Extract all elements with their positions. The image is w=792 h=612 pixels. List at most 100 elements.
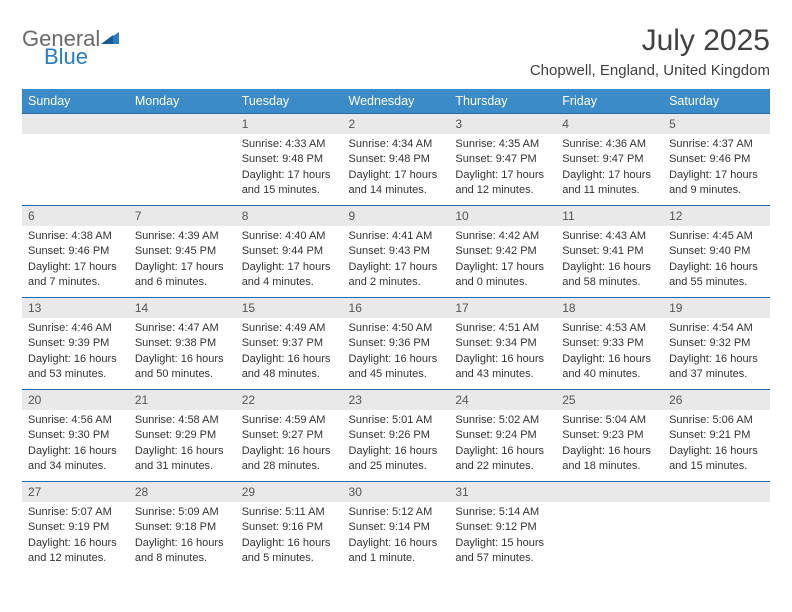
weekday-header: Monday xyxy=(129,89,236,114)
sunset-value: 9:40 PM xyxy=(709,245,750,257)
daylight-line: Daylight: 17 hours and 6 minutes. xyxy=(135,260,230,290)
calendar-cell: 6Sunrise: 4:38 AMSunset: 9:46 PMDaylight… xyxy=(22,206,129,298)
sunrise-line: Sunrise: 4:35 AM xyxy=(455,137,550,152)
day-details: Sunrise: 4:49 AMSunset: 9:37 PMDaylight:… xyxy=(236,318,343,386)
sunrise-value: 4:46 AM xyxy=(71,322,111,334)
day-number: 30 xyxy=(343,482,450,502)
weekday-header: Friday xyxy=(556,89,663,114)
sunset-line: Sunset: 9:38 PM xyxy=(135,336,230,351)
sunrise-value: 4:54 AM xyxy=(712,322,752,334)
calendar-cell: 20Sunrise: 4:56 AMSunset: 9:30 PMDayligh… xyxy=(22,390,129,482)
calendar-cell: 9Sunrise: 4:41 AMSunset: 9:43 PMDaylight… xyxy=(343,206,450,298)
day-number: 25 xyxy=(556,390,663,410)
weekday-header: Wednesday xyxy=(343,89,450,114)
daylight-label: Daylight: xyxy=(28,537,71,549)
calendar-cell: 7Sunrise: 4:39 AMSunset: 9:45 PMDaylight… xyxy=(129,206,236,298)
sunrise-line: Sunrise: 4:34 AM xyxy=(349,137,444,152)
sunrise-value: 4:47 AM xyxy=(178,322,218,334)
calendar-cell: 26Sunrise: 5:06 AMSunset: 9:21 PMDayligh… xyxy=(663,390,770,482)
daylight-label: Daylight: xyxy=(242,537,285,549)
sunset-line: Sunset: 9:46 PM xyxy=(669,152,764,167)
sunset-label: Sunset: xyxy=(135,521,172,533)
daylight-label: Daylight: xyxy=(455,445,498,457)
daylight-line: Daylight: 16 hours and 53 minutes. xyxy=(28,352,123,382)
sunrise-line: Sunrise: 4:43 AM xyxy=(562,229,657,244)
daylight-label: Daylight: xyxy=(28,445,71,457)
day-details: Sunrise: 4:41 AMSunset: 9:43 PMDaylight:… xyxy=(343,226,450,294)
day-number: 18 xyxy=(556,298,663,318)
sunset-label: Sunset: xyxy=(562,245,599,257)
daylight-line: Daylight: 16 hours and 50 minutes. xyxy=(135,352,230,382)
day-number: 23 xyxy=(343,390,450,410)
sunrise-line: Sunrise: 4:59 AM xyxy=(242,413,337,428)
sunset-value: 9:23 PM xyxy=(603,429,644,441)
sunrise-value: 4:45 AM xyxy=(712,230,752,242)
sunset-label: Sunset: xyxy=(135,245,172,257)
sunrise-value: 5:14 AM xyxy=(499,506,539,518)
calendar-cell: 28Sunrise: 5:09 AMSunset: 9:18 PMDayligh… xyxy=(129,482,236,574)
daylight-line: Daylight: 17 hours and 15 minutes. xyxy=(242,168,337,198)
day-number: 29 xyxy=(236,482,343,502)
day-number-empty xyxy=(22,114,129,134)
weekday-header: Sunday xyxy=(22,89,129,114)
daylight-label: Daylight: xyxy=(242,445,285,457)
sunset-line: Sunset: 9:48 PM xyxy=(349,152,444,167)
sunset-label: Sunset: xyxy=(562,337,599,349)
weekday-header: Tuesday xyxy=(236,89,343,114)
sunrise-label: Sunrise: xyxy=(455,138,495,150)
sunrise-label: Sunrise: xyxy=(28,230,68,242)
daylight-label: Daylight: xyxy=(669,261,712,273)
daylight-label: Daylight: xyxy=(28,353,71,365)
sunset-line: Sunset: 9:23 PM xyxy=(562,428,657,443)
sunset-line: Sunset: 9:24 PM xyxy=(455,428,550,443)
sunrise-label: Sunrise: xyxy=(135,506,175,518)
sunset-label: Sunset: xyxy=(242,429,279,441)
sunrise-line: Sunrise: 4:58 AM xyxy=(135,413,230,428)
sunrise-value: 5:09 AM xyxy=(178,506,218,518)
sunrise-label: Sunrise: xyxy=(349,322,389,334)
sunrise-value: 5:11 AM xyxy=(285,506,325,518)
sunset-label: Sunset: xyxy=(669,153,706,165)
calendar-cell: 18Sunrise: 4:53 AMSunset: 9:33 PMDayligh… xyxy=(556,298,663,390)
sunrise-value: 4:40 AM xyxy=(285,230,325,242)
calendar-cell: 11Sunrise: 4:43 AMSunset: 9:41 PMDayligh… xyxy=(556,206,663,298)
sunset-line: Sunset: 9:30 PM xyxy=(28,428,123,443)
sunrise-value: 4:58 AM xyxy=(178,414,218,426)
sunset-label: Sunset: xyxy=(455,153,492,165)
sunset-line: Sunset: 9:34 PM xyxy=(455,336,550,351)
sunset-label: Sunset: xyxy=(455,521,492,533)
daylight-label: Daylight: xyxy=(28,261,71,273)
calendar-cell: 4Sunrise: 4:36 AMSunset: 9:47 PMDaylight… xyxy=(556,114,663,206)
daylight-line: Daylight: 17 hours and 2 minutes. xyxy=(349,260,444,290)
daylight-line: Daylight: 16 hours and 12 minutes. xyxy=(28,536,123,566)
day-number: 28 xyxy=(129,482,236,502)
day-number: 5 xyxy=(663,114,770,134)
sunrise-value: 4:59 AM xyxy=(285,414,325,426)
sunrise-label: Sunrise: xyxy=(242,506,282,518)
daylight-line: Daylight: 17 hours and 0 minutes. xyxy=(455,260,550,290)
sunrise-line: Sunrise: 4:41 AM xyxy=(349,229,444,244)
day-number: 22 xyxy=(236,390,343,410)
sunset-line: Sunset: 9:45 PM xyxy=(135,244,230,259)
sunrise-value: 5:12 AM xyxy=(392,506,432,518)
day-number: 16 xyxy=(343,298,450,318)
sunset-line: Sunset: 9:33 PM xyxy=(562,336,657,351)
sunset-label: Sunset: xyxy=(349,429,386,441)
daylight-line: Daylight: 16 hours and 40 minutes. xyxy=(562,352,657,382)
day-details: Sunrise: 4:38 AMSunset: 9:46 PMDaylight:… xyxy=(22,226,129,294)
sunset-label: Sunset: xyxy=(349,521,386,533)
sunset-line: Sunset: 9:16 PM xyxy=(242,520,337,535)
day-details: Sunrise: 5:14 AMSunset: 9:12 PMDaylight:… xyxy=(449,502,556,570)
daylight-label: Daylight: xyxy=(349,353,392,365)
sunset-label: Sunset: xyxy=(28,337,65,349)
day-details: Sunrise: 4:50 AMSunset: 9:36 PMDaylight:… xyxy=(343,318,450,386)
sunrise-value: 4:43 AM xyxy=(606,230,646,242)
sunset-label: Sunset: xyxy=(349,245,386,257)
location: Chopwell, England, United Kingdom xyxy=(530,62,770,79)
sunset-value: 9:48 PM xyxy=(282,153,323,165)
sunset-label: Sunset: xyxy=(28,521,65,533)
sunrise-label: Sunrise: xyxy=(562,322,602,334)
sunrise-line: Sunrise: 4:49 AM xyxy=(242,321,337,336)
calendar-cell: 12Sunrise: 4:45 AMSunset: 9:40 PMDayligh… xyxy=(663,206,770,298)
sunset-value: 9:12 PM xyxy=(496,521,537,533)
